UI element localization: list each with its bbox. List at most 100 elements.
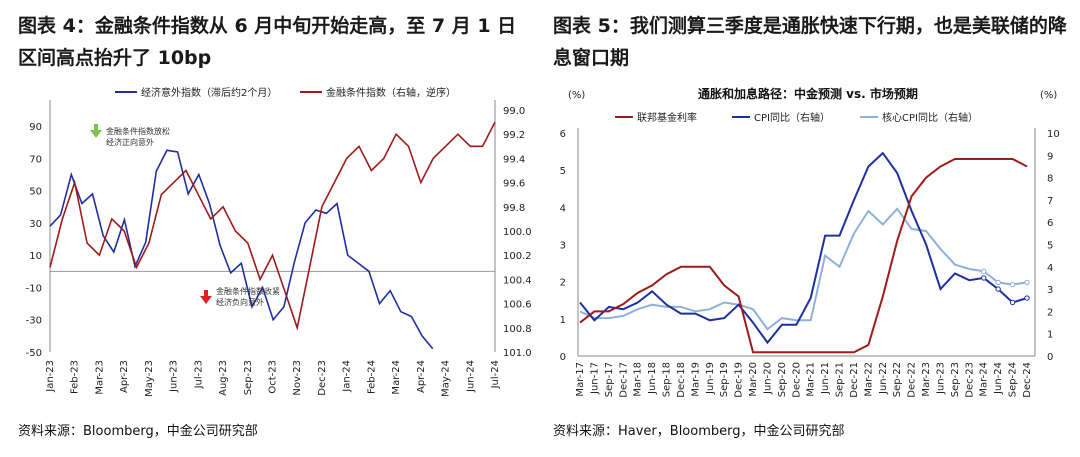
right-tick-label: 100.0 — [503, 227, 532, 238]
x-tick-label: Dec-23 — [964, 362, 975, 398]
core-forecast-marker — [1009, 281, 1016, 288]
right-tick-label: 100.8 — [503, 324, 532, 335]
x-tick-label: Jun-24 — [993, 362, 1004, 395]
right-tick-label: 6 — [1047, 218, 1053, 229]
figure5-chart: 通胀和加息路径：中金预测 vs. 市场预期 (%) (%) 联邦基金利率 CPI同比（右… — [560, 86, 1060, 398]
x-tick-label: Jun-21 — [820, 362, 831, 395]
right-tick-label: 0 — [1047, 352, 1053, 363]
x-tick-label: Jul-24 — [490, 360, 501, 389]
left-tick-label: 4 — [560, 203, 566, 214]
core-forecast-marker — [1024, 279, 1030, 286]
x-tick-label: Oct-23 — [268, 360, 279, 394]
legend-label-0: 经济意外指数（滞后约2个月） — [141, 86, 277, 99]
core-forecast-marker — [981, 268, 987, 274]
right-tick-label: 2 — [1047, 307, 1053, 318]
left-tick-label: 90 — [29, 122, 42, 133]
right-unit-label: (%) — [1040, 90, 1057, 101]
x-tick-label: Jun-23 — [935, 362, 946, 395]
figure4-chart: 经济意外指数（滞后约2个月） 金融条件指数（右轴，逆序） 90 70 50 30 10 -10… — [26, 86, 532, 397]
x-tick-label: Apr-23 — [119, 360, 130, 393]
tightening-annotation-line2: 经济负向意外 — [216, 297, 264, 307]
x-tick-label: Feb-23 — [70, 360, 81, 394]
figure5-source: 资料来源：Haver，Bloomberg，中金公司研究部 — [553, 424, 845, 439]
x-tick-label: Dec-21 — [849, 362, 860, 398]
easing-annotation-line1: 金融条件指数放松 — [106, 126, 170, 136]
down-arrow-icon — [200, 290, 212, 304]
left-tick-label: -30 — [26, 316, 42, 327]
x-tick-label: Jun-23 — [169, 360, 180, 393]
x-tick-label: Mar-24 — [391, 360, 402, 395]
x-tick-label: Sep-23 — [950, 362, 961, 397]
left-tick-label: 2 — [560, 278, 566, 289]
x-tick-label: Mar-23 — [921, 362, 932, 397]
x-tick-label: Jan-24 — [342, 360, 353, 393]
series-fed-funds — [579, 158, 1028, 354]
x-tick-label: Jan-23 — [45, 360, 56, 393]
right-tick-label: 101.0 — [503, 348, 532, 359]
left-tick-label: 10 — [29, 251, 42, 262]
left-tick-label: 0 — [560, 352, 566, 363]
right-tick-label: 3 — [1047, 285, 1053, 296]
x-tick-label: Mar-20 — [748, 362, 759, 397]
cpi-forecast-marker — [981, 275, 987, 281]
series-core-cpi — [579, 207, 1028, 331]
x-tick-label: Feb-24 — [366, 360, 377, 394]
left-tick-label: 6 — [560, 129, 566, 140]
right-tick-label: 7 — [1047, 196, 1053, 207]
x-tick-label: Mar-18 — [633, 362, 644, 397]
series-financial-conditions — [49, 121, 496, 331]
x-tick-label: Sep-21 — [835, 362, 846, 397]
figure4-title: 图表 4：金融条件指数从 6 月中旬开始走高，至 7 月 1 日区间高点抬升了 … — [18, 15, 517, 69]
series-cpi — [579, 151, 1028, 345]
right-tick-label: 100.2 — [503, 251, 532, 262]
x-tick-label: Mar-22 — [863, 362, 874, 397]
legend-label-0: 联邦基金利率 — [637, 111, 697, 124]
x-tick-label: Dec-19 — [734, 362, 745, 398]
right-tick-label: 5 — [1047, 241, 1053, 252]
x-tick-label: Mar-23 — [94, 360, 105, 395]
x-tick-label: Dec-17 — [618, 362, 629, 398]
x-tick-label: Dec-18 — [676, 362, 687, 398]
x-tick-label: Dec-20 — [791, 362, 802, 398]
cpi-forecast-marker — [1024, 295, 1030, 301]
right-tick-label: 100.4 — [503, 275, 532, 286]
left-tick-label: 30 — [29, 219, 42, 230]
figure4-source: 资料来源：Bloomberg，中金公司研究部 — [18, 424, 258, 439]
figure5-title: 图表 5：我们测算三季度是通胀快速下行期，也是美联储的降息窗口期 — [553, 15, 1067, 69]
chart-subtitle: 通胀和加息路径：中金预测 vs. 市场预期 — [698, 86, 918, 101]
left-tick-label: 5 — [560, 166, 566, 177]
right-tick-label: 99.2 — [503, 130, 525, 141]
right-tick-label: 99.8 — [503, 203, 525, 214]
right-tick-label: 8 — [1047, 174, 1053, 185]
x-tick-label: Sep-20 — [777, 362, 788, 397]
legend-label-1: 金融条件指数（右轴，逆序） — [326, 86, 456, 99]
x-tick-label: Mar-19 — [690, 362, 701, 397]
left-tick-label: 1 — [560, 315, 566, 326]
left-tick-label: 3 — [560, 241, 566, 252]
core-forecast-marker — [995, 279, 1001, 286]
cpi-forecast-marker — [995, 286, 1001, 292]
x-tick-label: May-23 — [144, 360, 155, 397]
right-tick-label: 99.4 — [503, 154, 525, 165]
x-tick-label: May-24 — [441, 360, 452, 397]
legend-label-2: 核心CPI同比（右轴） — [882, 111, 978, 124]
x-tick-label: Dec-23 — [317, 360, 328, 396]
x-tick-label: Sep-24 — [1008, 362, 1019, 397]
x-tick-label: Apr-24 — [416, 360, 427, 393]
x-tick-label: Aug-23 — [218, 360, 229, 396]
left-tick-label: 70 — [29, 154, 42, 165]
right-tick-label: 4 — [1047, 263, 1053, 274]
x-tick-label: Mar-21 — [806, 362, 817, 397]
right-tick-label: 1 — [1047, 330, 1053, 341]
tightening-annotation-line1: 金融条件指数收紧 — [216, 286, 280, 296]
x-tick-label: Jun-17 — [589, 362, 600, 395]
right-tick-label: 99.6 — [503, 179, 525, 190]
x-tick-label: Mar-24 — [979, 362, 990, 397]
x-tick-label: Dec-22 — [907, 362, 918, 398]
x-tick-label: Mar-17 — [575, 362, 586, 397]
right-tick-label: 10 — [1047, 129, 1060, 140]
x-tick-label: Dec-24 — [1022, 362, 1033, 398]
easing-annotation-line2: 经济正向意外 — [106, 137, 154, 147]
right-tick-label: 9 — [1047, 151, 1053, 162]
left-tick-label: -10 — [26, 283, 42, 294]
